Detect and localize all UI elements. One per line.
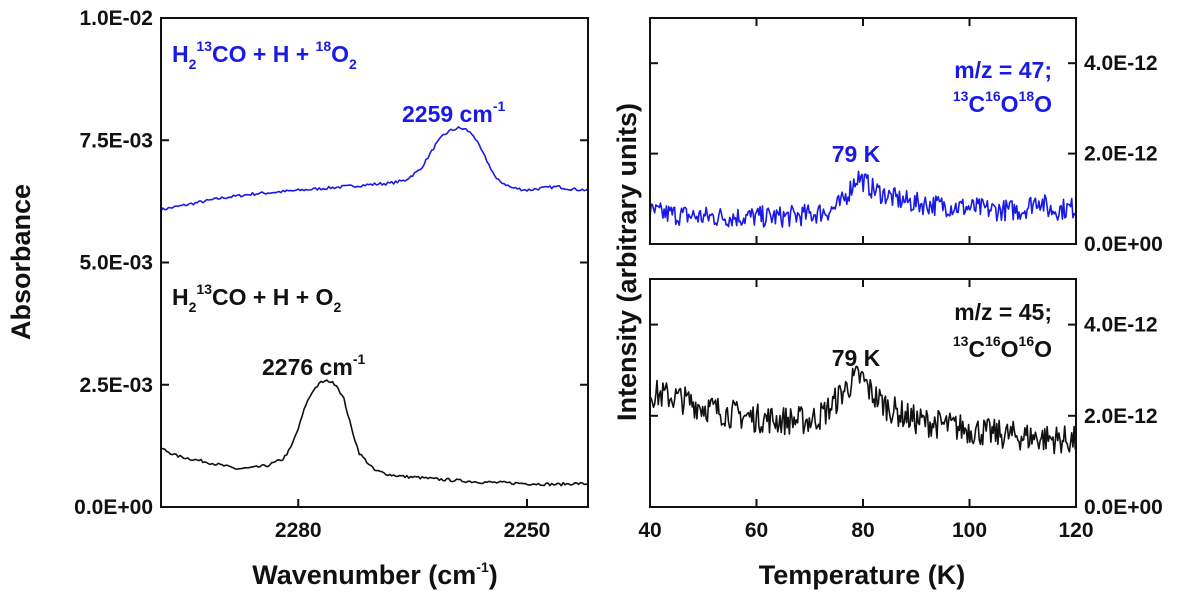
mz45-y-tick-label: 2.0E-12 bbox=[1084, 405, 1158, 428]
temperature-x-tick-label: 60 bbox=[745, 519, 768, 542]
mz45-y-tick-label: 4.0E-12 bbox=[1084, 314, 1158, 337]
absorbance-axis-ticks: 0.0E+00 2.5E-03 5.0E-03 7.5E-03 1.0E-02 2280 2… bbox=[74, 7, 588, 542]
mz45-peak-label: 79 K bbox=[832, 345, 881, 371]
mz47-y-tick-label: 0.0E+00 bbox=[1084, 233, 1163, 256]
mz47-panel: 0.0E+00 2.0E-12 4.0E-12 m/z = 47; 13C16O18… bbox=[649, 17, 1163, 256]
black-absorbance-line bbox=[160, 379, 589, 487]
blue-absorbance-line bbox=[160, 126, 589, 212]
temperature-x-tick-label: 80 bbox=[851, 519, 874, 542]
mz47-label-line1: m/z = 47; bbox=[954, 57, 1052, 83]
absorbance-y-axis-label: Absorbance bbox=[6, 184, 36, 340]
absorbance-y-tick-label: 7.5E-03 bbox=[79, 129, 153, 152]
absorbance-series-group bbox=[160, 126, 589, 487]
mz45-intensity-line bbox=[649, 365, 1077, 455]
mz47-series-group bbox=[649, 170, 1076, 228]
temperature-x-tick-label: 40 bbox=[638, 519, 661, 542]
absorbance-x-tick-label: 2250 bbox=[504, 519, 551, 542]
mz47-peak-label: 79 K bbox=[832, 141, 881, 167]
mz45-y-tick-label: 0.0E+00 bbox=[1084, 496, 1163, 519]
mz45-series-group bbox=[649, 365, 1077, 455]
mz45-axis-ticks: 0.0E+00 2.0E-12 4.0E-12 40 60 80 100 120 bbox=[638, 279, 1163, 542]
absorbance-y-tick-label: 5.0E-03 bbox=[79, 252, 153, 275]
temperature-x-axis-label: Temperature (K) bbox=[759, 560, 966, 590]
absorbance-y-tick-label: 1.0E-02 bbox=[79, 7, 153, 30]
blue-peak-label: 2259 cm-1 bbox=[402, 98, 505, 127]
mz47-y-tick-label: 2.0E-12 bbox=[1084, 143, 1158, 166]
absorbance-x-axis-label: Wavenumber (cm-1) bbox=[252, 559, 498, 590]
mz45-panel: 0.0E+00 2.0E-12 4.0E-12 40 60 80 100 120 m/z = … bbox=[638, 278, 1163, 542]
mz47-intensity-line bbox=[649, 170, 1076, 228]
blue-series-label: H213CO + H + 18O2 bbox=[172, 38, 357, 72]
absorbance-x-tick-label: 2280 bbox=[275, 519, 322, 542]
mz47-label-line2: 13C16O18O bbox=[953, 88, 1052, 117]
temperature-x-tick-label: 100 bbox=[952, 519, 987, 542]
black-series-label: H213CO + H + O2 bbox=[172, 281, 341, 315]
temperature-x-tick-label: 120 bbox=[1058, 519, 1093, 542]
mz47-axis-ticks: 0.0E+00 2.0E-12 4.0E-12 bbox=[649, 18, 1163, 256]
absorbance-plot-frame bbox=[160, 17, 589, 508]
mz45-label-line2: 13C16O16O bbox=[953, 333, 1052, 362]
mz45-label-line1: m/z = 45; bbox=[954, 299, 1052, 325]
mz47-y-tick-label: 4.0E-12 bbox=[1084, 52, 1158, 75]
absorbance-chart: 0.0E+00 2.5E-03 5.0E-03 7.5E-03 1.0E-02 2280 2… bbox=[6, 7, 589, 590]
absorbance-y-tick-label: 2.5E-03 bbox=[79, 374, 153, 397]
absorbance-y-tick-label: 0.0E+00 bbox=[74, 496, 153, 519]
intensity-y-axis-label: Intensity (arbitrary units) bbox=[612, 103, 642, 421]
black-peak-label: 2276 cm-1 bbox=[262, 351, 365, 380]
